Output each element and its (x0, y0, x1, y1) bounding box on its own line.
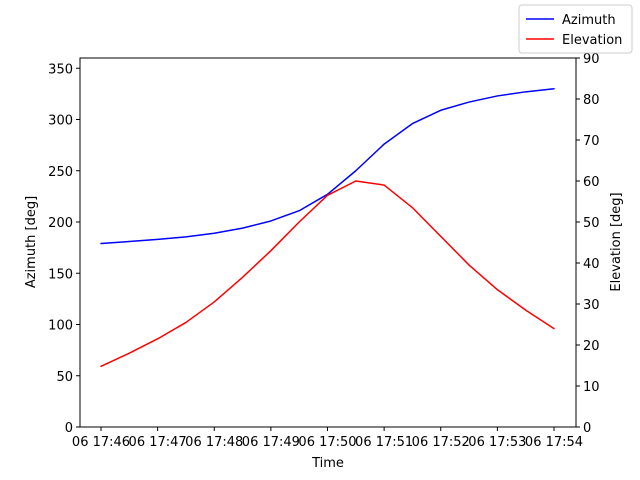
right-axis-ticks: 0 10 20 30 40 50 60 70 80 90 (576, 52, 600, 436)
right-tick-label: 90 (583, 52, 600, 67)
left-axis-label: Azimuth [deg] (24, 196, 39, 288)
x-tick-label: 06 17:51 (355, 435, 413, 450)
left-tick-label: 100 (48, 319, 73, 334)
x-tick-label: 06 17:54 (525, 435, 583, 450)
left-tick-label: 200 (48, 216, 73, 231)
left-tick-label: 0 (65, 421, 73, 436)
left-axis-ticks: 0 50 100 150 200 250 300 350 (48, 62, 80, 436)
x-tick-label: 06 17:48 (185, 435, 243, 450)
right-axis-label: Elevation [deg] (609, 192, 624, 291)
legend-box (518, 4, 633, 54)
plot-frame (79, 57, 577, 428)
series-line-elevation (100, 180, 555, 368)
right-tick-label: 0 (583, 421, 591, 436)
right-tick-label: 30 (583, 298, 600, 313)
right-tick-label: 70 (583, 134, 600, 149)
series-line-azimuth (100, 88, 555, 245)
left-tick-label: 300 (48, 114, 73, 129)
left-tick-label: 350 (48, 62, 73, 77)
x-tick-label: 06 17:52 (412, 435, 470, 450)
right-tick-label: 10 (583, 380, 600, 395)
right-tick-label: 20 (583, 339, 600, 354)
x-tick-label: 06 17:49 (242, 435, 300, 450)
x-tick-label: 06 17:50 (298, 435, 356, 450)
legend-label-azimuth: Azimuth (562, 13, 616, 28)
legend: Azimuth Elevation (518, 4, 633, 54)
series-layer (100, 88, 555, 368)
legend-label-elevation: Elevation (562, 33, 622, 48)
right-tick-label: 50 (583, 216, 600, 231)
right-tick-label: 40 (583, 257, 600, 272)
x-tick-label: 06 17:53 (468, 435, 526, 450)
x-tick-label: 06 17:47 (129, 435, 187, 450)
left-tick-label: 50 (56, 370, 73, 385)
x-axis-label: Time (311, 456, 344, 471)
left-tick-label: 150 (48, 267, 73, 282)
right-tick-label: 60 (583, 175, 600, 190)
right-tick-label: 80 (583, 93, 600, 108)
x-tick-label: 06 17:46 (72, 435, 130, 450)
left-tick-label: 250 (48, 165, 73, 180)
